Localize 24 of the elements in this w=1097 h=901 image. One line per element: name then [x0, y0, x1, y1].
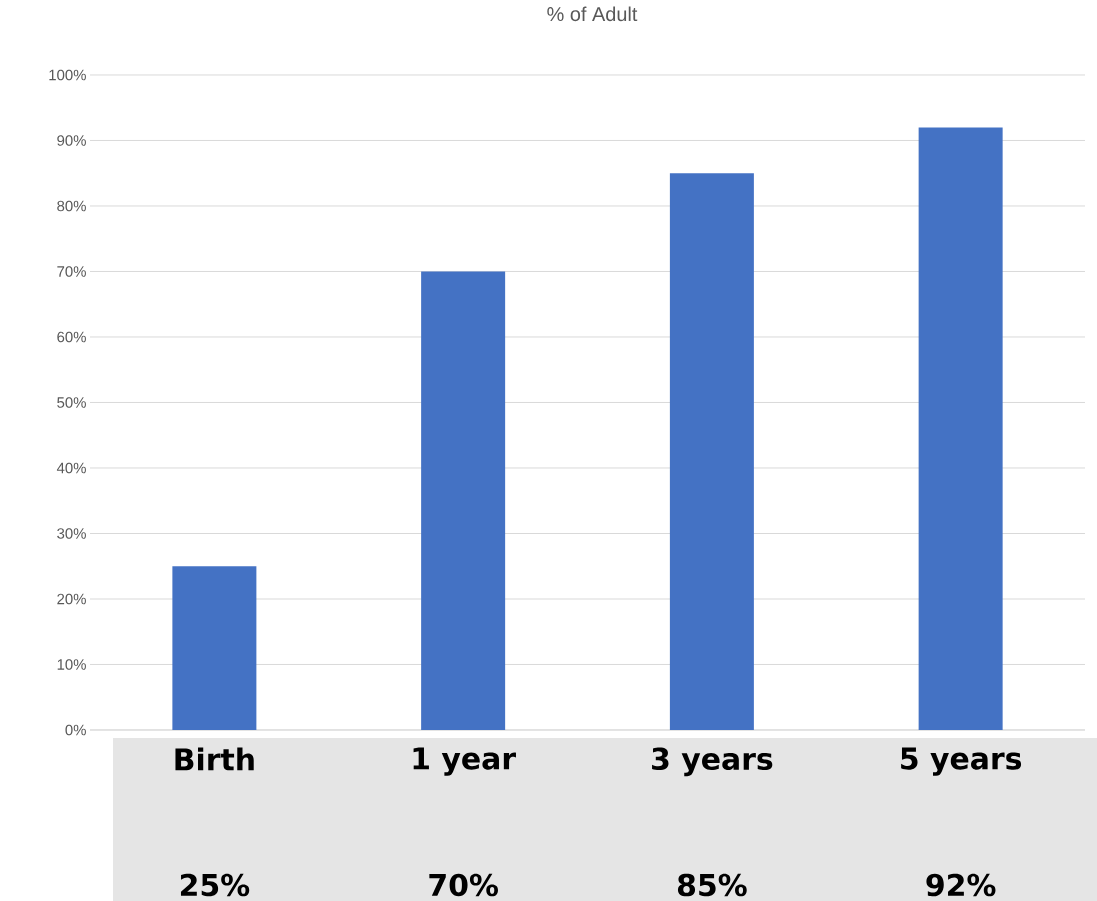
y-tick-label: 20%	[57, 593, 86, 605]
y-tick-label: 50%	[57, 397, 86, 408]
bar	[918, 127, 1003, 730]
x-tick-label: 3 years	[652, 747, 773, 777]
data-label: 70%	[429, 873, 498, 897]
y-tick-label: 0%	[65, 724, 86, 736]
y-tick-label: 80%	[57, 200, 86, 212]
data-label: 25%	[180, 873, 250, 897]
data-label: 85%	[677, 873, 747, 897]
bar	[172, 566, 257, 730]
y-tick-label: 60%	[57, 331, 86, 343]
y-tick-label: 40%	[56, 462, 86, 474]
y-tick-label: 90%	[57, 135, 86, 146]
x-tick-label: 1 year	[413, 747, 516, 776]
y-tick-label: 70%	[57, 266, 86, 277]
y-tick-label: 10%	[57, 659, 86, 670]
data-label: 92%	[926, 873, 996, 897]
y-tick-label: 100%	[49, 69, 86, 81]
x-tick-label: Birth	[175, 747, 254, 771]
y-tick-label: 30%	[57, 528, 86, 539]
bar	[421, 271, 506, 730]
chart-title: % of Adult	[547, 6, 638, 22]
bar	[669, 173, 754, 730]
x-tick-label: 5 years	[901, 747, 1022, 776]
